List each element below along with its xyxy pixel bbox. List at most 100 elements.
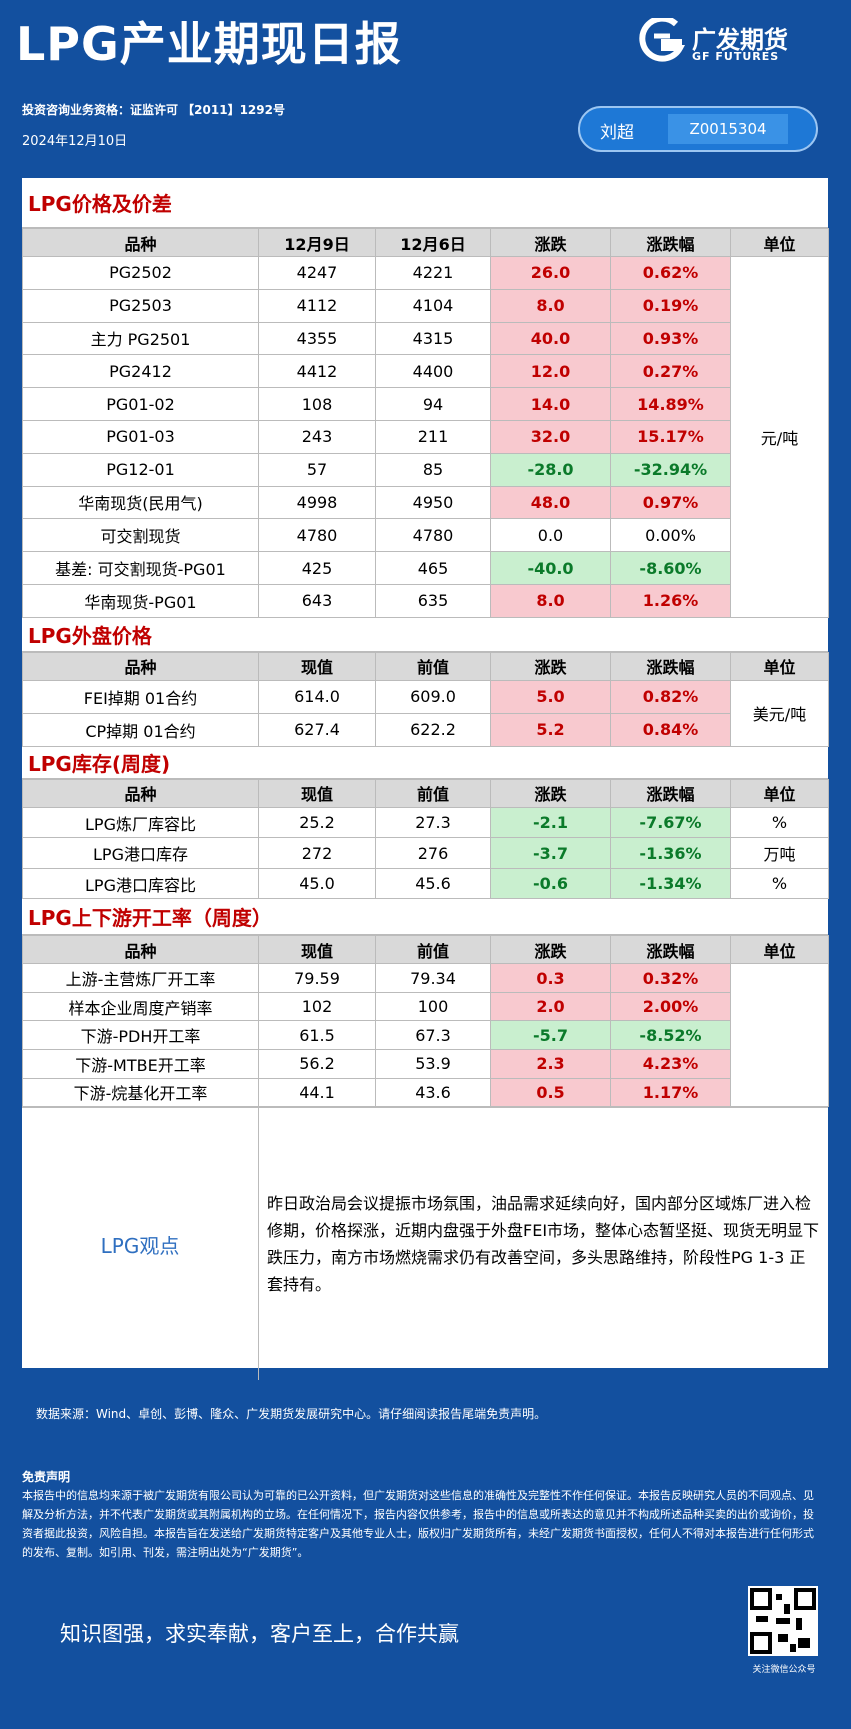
cell: 4104 xyxy=(375,288,491,323)
report-date: 2024年12月10日 xyxy=(22,134,128,149)
cell: 15.17% xyxy=(610,419,731,454)
cell: 25.2 xyxy=(258,806,376,839)
cell: 32.0 xyxy=(490,419,611,454)
cell: 8.0 xyxy=(490,288,611,323)
cell: 2.0 xyxy=(490,991,611,1022)
header-cell: 涨跌幅 xyxy=(610,778,731,808)
cell: LPG炼厂库容比 xyxy=(22,806,259,839)
cell: 1.26% xyxy=(610,583,731,618)
cell: PG2502 xyxy=(22,256,259,290)
unit-cell: 万吨 xyxy=(730,837,829,869)
cell: 0.0 xyxy=(490,518,611,553)
cell: 下游-MTBE开工率 xyxy=(22,1049,259,1079)
header-row: 品种 12月9日 12月6日 涨跌 涨跌幅 单位 xyxy=(22,228,829,257)
data-row: 华南现货-PG01 643 635 8.0 1.26% xyxy=(22,583,829,618)
cell: 108 xyxy=(258,387,376,421)
header-row: 品种 现值 前值 涨跌 涨跌幅 单位 xyxy=(22,651,829,681)
cell: -0.6 xyxy=(490,867,611,900)
cell: 79.34 xyxy=(375,963,491,993)
data-source: 数据来源：Wind、卓创、彭博、隆众、广发期货发展研究中心。请仔细阅读报告尾端免… xyxy=(36,1407,547,1421)
header-cell: 12月6日 xyxy=(375,228,491,257)
cell: FEI掉期 01合约 xyxy=(22,679,259,714)
cell: -8.60% xyxy=(610,551,731,585)
header-cell: 单位 xyxy=(730,228,829,257)
header-cell: 品种 xyxy=(22,651,259,681)
data-row: LPG港口库存 272 276 -3.7 -1.36% 万吨 xyxy=(22,837,829,869)
cell: PG12-01 xyxy=(22,452,259,487)
cell: 100 xyxy=(375,991,491,1022)
unit-cell: % xyxy=(730,806,829,839)
cell: 465 xyxy=(375,551,491,585)
section-title: LPG上下游开工率（周度） xyxy=(22,899,828,936)
data-row: 下游-烷基化开工率 44.1 43.6 0.5 1.17% xyxy=(22,1077,829,1108)
data-row: 样本企业周度产销率 102 100 2.0 2.00% xyxy=(22,991,829,1022)
logo: 广发期货 GF FUTURES xyxy=(636,18,836,68)
header-cell: 前值 xyxy=(375,651,491,681)
cell: 2.00% xyxy=(610,991,731,1022)
cell: 643 xyxy=(258,583,376,618)
cell: 272 xyxy=(258,837,376,869)
header-cell: 涨跌 xyxy=(490,651,611,681)
cell: 4950 xyxy=(375,485,491,520)
cell: -3.7 xyxy=(490,837,611,869)
cell: 可交割现货 xyxy=(22,518,259,553)
header-row: 品种 现值 前值 涨跌 涨跌幅 单位 xyxy=(22,778,829,808)
cell: 2.3 xyxy=(490,1049,611,1079)
cell: -2.1 xyxy=(490,806,611,839)
data-row: PG2412 4412 4400 12.0 0.27% xyxy=(22,354,829,389)
cell: 4247 xyxy=(258,256,376,290)
logo-icon xyxy=(639,18,686,62)
cell: 4780 xyxy=(375,518,491,553)
data-row: 下游-MTBE开工率 56.2 53.9 2.3 4.23% xyxy=(22,1049,829,1079)
unit-cell: 美元/吨 xyxy=(730,679,829,747)
cell: LPG港口库容比 xyxy=(22,867,259,900)
analyst-name: 刘超 xyxy=(600,123,634,143)
analyst-id: Z0015304 xyxy=(668,114,788,144)
cell: 627.4 xyxy=(258,712,376,747)
report-title: LPG产业期现日报 xyxy=(16,17,402,71)
cell: 4.23% xyxy=(610,1049,731,1079)
cell: 48.0 xyxy=(490,485,611,520)
header-cell: 单位 xyxy=(730,778,829,808)
cell: 0.32% xyxy=(610,963,731,993)
data-row: 下游-PDH开工率 61.5 67.3 -5.7 -8.52% xyxy=(22,1020,829,1051)
data-table: 品种 现值 前值 涨跌 涨跌幅 单位 LPG炼厂库容比 25.2 27.3 -2.1 -7.67%%… xyxy=(22,778,829,900)
cell: 67.3 xyxy=(375,1020,491,1051)
cell: 4780 xyxy=(258,518,376,553)
logo-en: GF FUTURES xyxy=(692,50,780,63)
data-row: 主力 PG2501 4355 4315 40.0 0.93% xyxy=(22,321,829,356)
data-row: PG01-02 108 94 14.0 14.89% xyxy=(22,387,829,421)
header-cell: 单位 xyxy=(730,651,829,681)
opinion: LPG观点 昨日政治局会议提振市场氛围，油品需求延续向好，国内部分区域炼厂进入检修… xyxy=(22,1107,828,1381)
content-panel: LPG价格及价差 品种 12月9日 12月6日 涨跌 涨跌幅 单位 PG2502 4247 422… xyxy=(22,178,829,1381)
cell: 0.82% xyxy=(610,679,731,714)
data-table: 品种 现值 前值 涨跌 涨跌幅 单位 上游-主营炼厂开工率 79.59 79.34 0.3 0.32… xyxy=(22,935,829,1108)
cell: 27.3 xyxy=(375,806,491,839)
header-cell: 涨跌幅 xyxy=(610,228,731,257)
cell: 0.27% xyxy=(610,354,731,389)
data-row: PG2502 4247 4221 26.0 0.62% 元/吨 xyxy=(22,256,829,618)
header-cell: 品种 xyxy=(22,935,259,965)
cell: 4221 xyxy=(375,256,491,290)
cell: PG01-02 xyxy=(22,387,259,421)
cell: 0.3 xyxy=(490,963,611,993)
data-row: PG12-01 57 85 -28.0 -32.94% xyxy=(22,452,829,487)
cell: CP掉期 01合约 xyxy=(22,712,259,747)
cell: 12.0 xyxy=(490,354,611,389)
cell: -5.7 xyxy=(490,1020,611,1051)
cell: 华南现货(民用气) xyxy=(22,485,259,520)
cell: -32.94% xyxy=(610,452,731,487)
cell: 0.62% xyxy=(610,256,731,290)
cell: 4315 xyxy=(375,321,491,356)
cell: 56.2 xyxy=(258,1049,376,1079)
cell: 622.2 xyxy=(375,712,491,747)
cell: 14.0 xyxy=(490,387,611,421)
opinion-text: 昨日政治局会议提振市场氛围，油品需求延续向好，国内部分区域炼厂进入检修期，价格探… xyxy=(259,1108,828,1380)
data-table: 品种 现值 前值 涨跌 涨跌幅 单位 FEI掉期 01合约 614.0 609.0 5.0 0.82… xyxy=(22,651,829,747)
logo-cn: 广发期货 xyxy=(692,26,788,54)
unit-cell xyxy=(730,963,829,1108)
data-row: LPG港口库容比 45.0 45.6 -0.6 -1.34%% xyxy=(22,867,829,900)
cell: PG2412 xyxy=(22,354,259,389)
cell: -1.36% xyxy=(610,837,731,869)
section-title: LPG外盘价格 xyxy=(22,618,828,652)
